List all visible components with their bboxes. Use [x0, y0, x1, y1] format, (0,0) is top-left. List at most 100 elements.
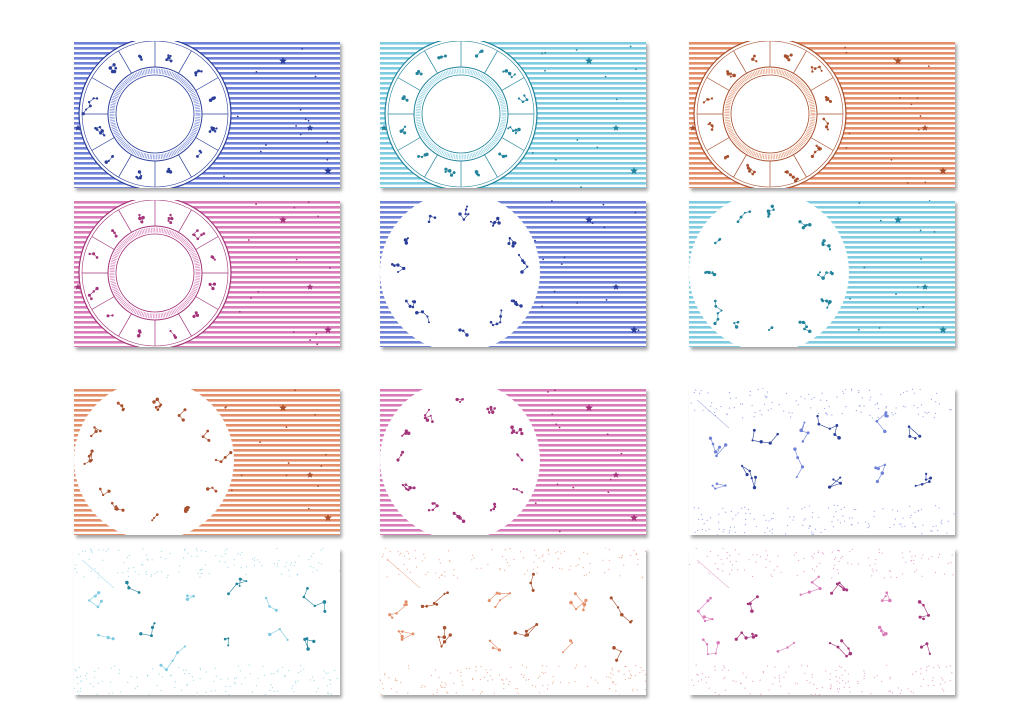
dust-dot [225, 685, 227, 687]
constellation-star [520, 491, 524, 494]
dust-dot [156, 684, 158, 687]
constellation-star [711, 617, 714, 621]
dot [916, 97, 919, 99]
dust-dot [186, 683, 188, 686]
constellation-star [420, 155, 424, 159]
dust-dot [749, 693, 751, 695]
dust-dot [97, 682, 99, 684]
dust-dot [845, 406, 847, 408]
dust-dot [911, 388, 914, 390]
stripe [689, 331, 955, 334]
constellation-line [741, 465, 756, 488]
dust-dot [763, 514, 765, 516]
constellation-star [444, 167, 448, 171]
dust-dot [783, 410, 785, 412]
dust-dot [325, 672, 327, 674]
dust-dot [811, 516, 813, 518]
constellation-star [495, 591, 499, 595]
dot [317, 215, 320, 218]
dust-dot [765, 519, 767, 521]
constellation-star [415, 310, 419, 315]
constellation-star [150, 634, 153, 638]
dust-dot [294, 561, 297, 563]
wheel-divider [178, 154, 192, 178]
dust-dot [147, 559, 149, 561]
constellation-star [847, 647, 850, 650]
constellation-star [914, 484, 917, 487]
dust-dot [808, 393, 810, 396]
constellation-star [788, 173, 792, 177]
wheel-center [730, 74, 810, 154]
dust-dot [849, 551, 851, 553]
dust-dot [487, 680, 489, 682]
dust-dot [449, 672, 452, 674]
dust-dot [132, 566, 135, 569]
dot [555, 423, 558, 426]
constellation-star [433, 216, 437, 219]
constellation-line [613, 647, 622, 661]
dust-dot [273, 690, 275, 692]
star-icon [689, 124, 697, 131]
dust-dot [559, 681, 562, 684]
dust-dot [406, 550, 408, 553]
constellation-star [449, 173, 454, 177]
dust-dot [424, 557, 426, 559]
constellation-star [493, 220, 497, 224]
dust-dot [630, 675, 633, 677]
dust-dot [940, 521, 942, 523]
dust-dot [249, 673, 251, 675]
dot [878, 327, 881, 329]
dust-dot [731, 564, 734, 566]
dust-dot [425, 574, 427, 576]
dust-dot [772, 512, 775, 514]
dust-dot [910, 514, 912, 516]
dust-dot [273, 673, 275, 675]
dot [858, 202, 861, 204]
dust-dot [462, 684, 464, 686]
stripe [380, 177, 646, 180]
dust-dot [407, 665, 410, 667]
dust-dot [127, 681, 129, 684]
constellation-star [214, 489, 218, 493]
dust-dot [847, 562, 849, 564]
constellation-star [497, 221, 501, 225]
constellation-star [155, 397, 160, 402]
dust-dot [109, 681, 112, 683]
dust-dot [196, 550, 198, 552]
dust-dot [755, 525, 758, 528]
dust-dot [284, 674, 286, 677]
dust-dot [820, 531, 822, 534]
dust-dot [536, 572, 538, 574]
dust-dot [778, 403, 780, 406]
dust-dot [780, 685, 782, 687]
constellation-star [205, 487, 210, 491]
dot [560, 263, 563, 266]
dust-dot [164, 558, 167, 560]
dust-dot [183, 549, 186, 551]
dust-dot [885, 405, 888, 408]
dust-dot [809, 525, 812, 528]
dust-dot [920, 404, 923, 406]
dust-dot [289, 575, 291, 577]
dust-dot [310, 555, 312, 557]
dust-dot [269, 689, 271, 692]
dust-dot [720, 405, 722, 408]
dust-dot [811, 555, 813, 557]
constellation-star [791, 175, 795, 179]
dust-dot [444, 686, 446, 688]
dust-dot [933, 417, 935, 419]
dust-dot [444, 571, 446, 573]
dust-dot [220, 678, 222, 680]
dot [879, 219, 882, 222]
constellation-star [810, 580, 814, 584]
dust-dot [734, 531, 736, 533]
dust-dot [547, 549, 550, 552]
wheel-divider [91, 236, 115, 250]
constellation-star [88, 599, 91, 602]
constellation-star [713, 299, 717, 303]
dot [326, 158, 329, 161]
dust-dot [861, 691, 863, 693]
dust-dot [102, 549, 104, 551]
constellation-star [710, 124, 714, 127]
constellation-star [185, 597, 190, 601]
